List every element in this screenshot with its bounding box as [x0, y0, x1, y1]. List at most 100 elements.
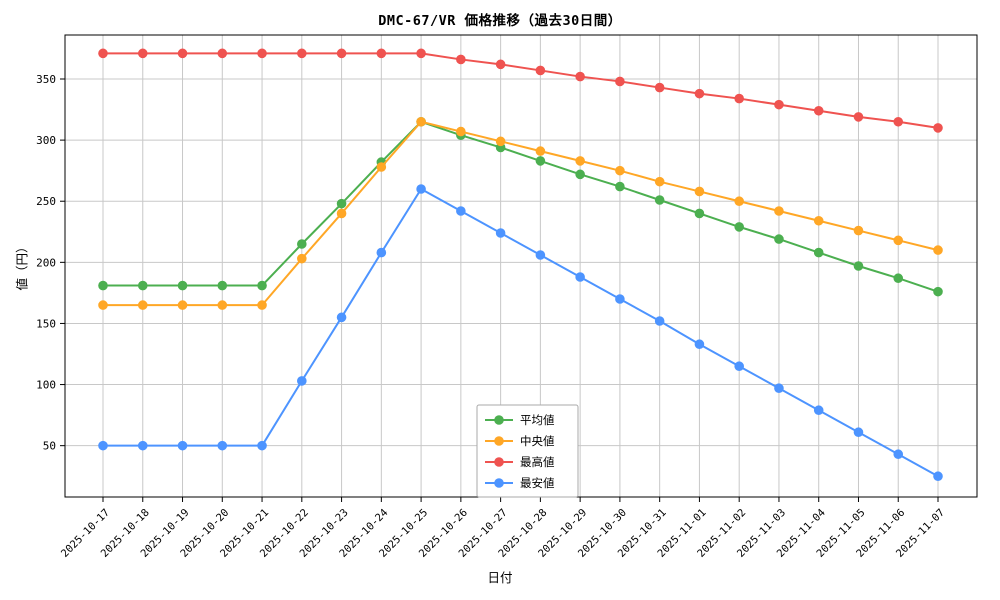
- data-point-max: [416, 48, 426, 59]
- data-point-max: [217, 48, 228, 59]
- series-line-median: [103, 120, 939, 307]
- data-point-max: [137, 48, 148, 59]
- data-point-median: [893, 235, 904, 246]
- x-axis-label: 日付: [487, 570, 513, 585]
- data-point-max: [933, 123, 943, 133]
- data-point-min: [654, 316, 665, 326]
- data-point-max: [297, 48, 307, 59]
- data-point-min: [177, 440, 188, 451]
- data-point-average: [654, 195, 665, 205]
- data-point-average: [98, 280, 108, 291]
- data-point-max: [615, 76, 625, 87]
- data-point-max: [853, 112, 864, 122]
- data-point-min: [575, 272, 585, 282]
- y-tick-label: 250: [36, 195, 56, 208]
- data-point-average: [535, 156, 546, 166]
- data-point-min: [336, 312, 347, 323]
- data-point-min: [535, 250, 546, 260]
- data-point-median: [734, 196, 744, 207]
- data-point-median: [933, 245, 943, 255]
- data-point-average: [774, 234, 784, 244]
- y-axis-label: 値（円）: [14, 240, 30, 291]
- data-point-median: [694, 186, 705, 197]
- data-point-min: [98, 440, 108, 451]
- legend-label-max: 最高値: [520, 455, 555, 469]
- series-line-max: [103, 52, 939, 129]
- data-point-min: [217, 440, 228, 451]
- legend-label-median: 中央値: [520, 434, 555, 448]
- legend-item-min: 最安値: [485, 476, 555, 490]
- data-point-median: [98, 300, 108, 310]
- data-point-max: [177, 48, 188, 59]
- data-point-min: [853, 427, 864, 438]
- data-point-average: [615, 181, 625, 192]
- data-point-min: [933, 471, 943, 482]
- legend-item-average: 平均値: [485, 413, 555, 427]
- y-tick-label: 350: [36, 73, 56, 86]
- data-point-max: [376, 48, 387, 59]
- series-max: [98, 48, 943, 133]
- data-point-median: [297, 253, 307, 264]
- data-point-max: [575, 71, 585, 82]
- data-point-min: [416, 184, 426, 194]
- data-point-max: [98, 48, 108, 59]
- legend-item-max: 最高値: [485, 455, 555, 469]
- data-point-median: [336, 208, 347, 219]
- data-point-average: [137, 280, 148, 291]
- y-tick-label: 50: [43, 440, 56, 453]
- data-point-max: [813, 105, 824, 116]
- data-point-min: [694, 339, 705, 350]
- data-point-median: [177, 300, 188, 310]
- series-min: [98, 184, 943, 482]
- data-point-min: [813, 405, 824, 416]
- data-point-max: [774, 99, 784, 110]
- data-point-max: [734, 93, 744, 104]
- series-median: [98, 116, 943, 310]
- data-point-median: [495, 136, 506, 147]
- data-point-median: [217, 300, 228, 310]
- y-tick-label: 300: [36, 134, 56, 147]
- data-point-median: [615, 165, 625, 176]
- data-point-average: [217, 280, 228, 291]
- data-point-min: [456, 206, 466, 216]
- legend-label-average: 平均値: [520, 413, 555, 427]
- y-tick-label: 200: [36, 256, 56, 269]
- data-point-min: [615, 294, 625, 304]
- series-average: [98, 116, 943, 297]
- data-point-average: [933, 286, 943, 297]
- data-point-median: [456, 126, 466, 137]
- data-point-median: [137, 300, 148, 310]
- data-point-min: [893, 449, 904, 460]
- data-point-average: [853, 261, 864, 271]
- data-point-max: [893, 116, 904, 127]
- series-line-average: [103, 120, 939, 293]
- data-point-min: [376, 247, 387, 258]
- data-point-average: [336, 198, 347, 209]
- data-point-average: [257, 280, 267, 291]
- data-point-max: [336, 48, 347, 59]
- legend-box: [476, 404, 579, 498]
- data-point-median: [575, 156, 585, 166]
- data-point-min: [734, 361, 744, 372]
- data-point-average: [813, 247, 824, 258]
- legend-item-median: 中央値: [485, 434, 555, 448]
- data-point-min: [137, 440, 148, 451]
- data-point-max: [257, 48, 267, 59]
- series-line-min: [103, 188, 939, 478]
- data-point-median: [774, 206, 784, 216]
- grid-lines: [65, 35, 977, 497]
- data-point-average: [575, 169, 585, 180]
- data-point-max: [495, 59, 506, 70]
- chart-title: DMC-67/VR 価格推移（過去30日間）: [378, 13, 622, 29]
- data-point-average: [893, 273, 904, 284]
- data-point-average: [694, 208, 705, 219]
- data-point-median: [853, 225, 864, 236]
- data-point-min: [774, 383, 784, 394]
- data-point-average: [177, 280, 188, 291]
- legend-label-min: 最安値: [520, 476, 555, 490]
- y-tick-label: 150: [36, 317, 56, 330]
- data-point-min: [495, 228, 506, 238]
- data-point-max: [654, 82, 665, 93]
